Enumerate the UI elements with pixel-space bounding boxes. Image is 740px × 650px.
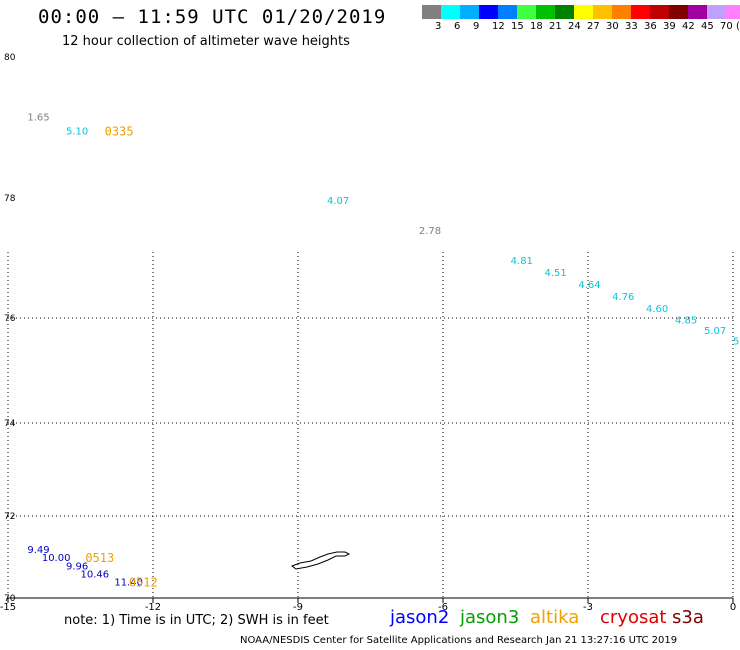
wave-height-label: 10.46: [81, 570, 110, 581]
wave-height-label: 5.10: [66, 127, 88, 138]
lat-label: 76: [4, 314, 16, 324]
lon-label: -6: [438, 602, 448, 613]
color-scale-label: 36: [644, 21, 657, 32]
color-swatch: [593, 5, 612, 19]
map-axis-labels: 80 78 76 74 72 70-15 -12 -9 -6 -3 0: [0, 53, 736, 613]
color-swatch: [536, 5, 555, 19]
color-scale-label: (ft): [736, 21, 740, 32]
wave-height-label: 4.51: [545, 268, 567, 279]
color-scale-label: 27: [587, 21, 600, 32]
lat-label: 72: [4, 512, 15, 522]
color-scale-label: 3: [435, 21, 442, 32]
jan-mayen-island-outline: [290, 551, 351, 570]
lat-label: 78: [4, 194, 16, 204]
color-scale-label: 45: [701, 21, 714, 32]
color-scale-label: 33: [625, 21, 638, 32]
wave-height-label: 9.96: [66, 561, 88, 572]
color-scale-label: 39: [663, 21, 676, 32]
lon-label: 0: [730, 602, 736, 613]
wave-height-label: 11.40: [114, 578, 143, 589]
wave-height-label: 4.81: [511, 256, 533, 267]
legend-altika: altika: [530, 607, 580, 628]
lon-label: -3: [583, 602, 593, 613]
color-scale-label: 12: [492, 21, 505, 32]
color-scale-bar: [422, 5, 740, 19]
lon-label: -15: [0, 602, 16, 613]
pass-time-labels: 0335 0513 0512: [85, 125, 157, 590]
map-grid: [8, 252, 733, 598]
color-swatch: [631, 5, 650, 19]
lon-label: -12: [145, 602, 161, 613]
color-swatch: [498, 5, 517, 19]
color-swatch: [460, 5, 479, 19]
color-scale-label: 6: [454, 21, 461, 32]
units-note: note: 1) Time is in UTC; 2) SWH is in fe…: [64, 613, 329, 628]
color-swatch: [574, 5, 593, 19]
color-swatch: [650, 5, 669, 19]
color-swatch: [688, 5, 707, 19]
color-swatch: [612, 5, 631, 19]
color-scale-label: 15: [511, 21, 524, 32]
color-swatch: [669, 5, 688, 19]
lon-label: -9: [293, 602, 303, 613]
map-subtitle: 12 hour collection of altimeter wave hei…: [62, 34, 350, 49]
color-swatch: [555, 5, 574, 19]
legend-jason2: jason2: [390, 607, 450, 628]
color-scale-label: 24: [568, 21, 581, 32]
wave-height-label: 5.07: [704, 326, 726, 337]
color-swatch: [441, 5, 460, 19]
lat-label: 80: [4, 53, 16, 63]
color-scale-label: 70: [720, 21, 733, 32]
wave-height-points: 1.65 5.10 4.07 2.78 4.81 4.51 4.64 4.76 4.60 4.85…: [27, 112, 739, 588]
pass-time-label: 0335: [105, 125, 134, 139]
color-scale-label: 9: [473, 21, 480, 32]
wave-height-label: 2.78: [419, 226, 441, 237]
credit-line: NOAA/NESDIS Center for Satellite Applica…: [240, 635, 678, 646]
color-scale-label: 42: [682, 21, 695, 32]
map-frame: [7, 252, 734, 603]
wave-height-label: 5: [733, 336, 739, 347]
legend-s3a: s3a: [672, 607, 704, 628]
wave-height-label: 4.60: [646, 304, 668, 315]
color-swatch: [517, 5, 536, 19]
wave-height-label: 4.07: [327, 196, 349, 207]
color-swatch: [707, 5, 726, 19]
wave-height-label: 4.64: [578, 280, 600, 291]
color-scale-label: 18: [530, 21, 543, 32]
legend-cryosat: cryosat: [600, 607, 667, 628]
legend-jason3: jason3: [460, 607, 520, 628]
color-swatch: [479, 5, 498, 19]
wave-height-label: 9.49: [27, 545, 49, 556]
wave-height-label: 1.65: [27, 112, 49, 123]
lat-label: 70: [4, 594, 16, 604]
pass-time-label: 0512: [129, 576, 158, 590]
map-title: 00:00 – 11:59 UTC 01/20/2019: [38, 6, 387, 28]
color-swatch: [726, 5, 740, 19]
pass-time-label: 0513: [85, 551, 114, 565]
color-scale-label: 21: [549, 21, 562, 32]
wave-height-label: 4.76: [612, 292, 634, 303]
color-scale-label: 30: [606, 21, 619, 32]
color-swatch: [422, 5, 441, 19]
lat-label: 74: [4, 419, 16, 429]
wave-height-label: 4.85: [675, 315, 697, 326]
wave-height-label: 10.00: [42, 553, 71, 564]
